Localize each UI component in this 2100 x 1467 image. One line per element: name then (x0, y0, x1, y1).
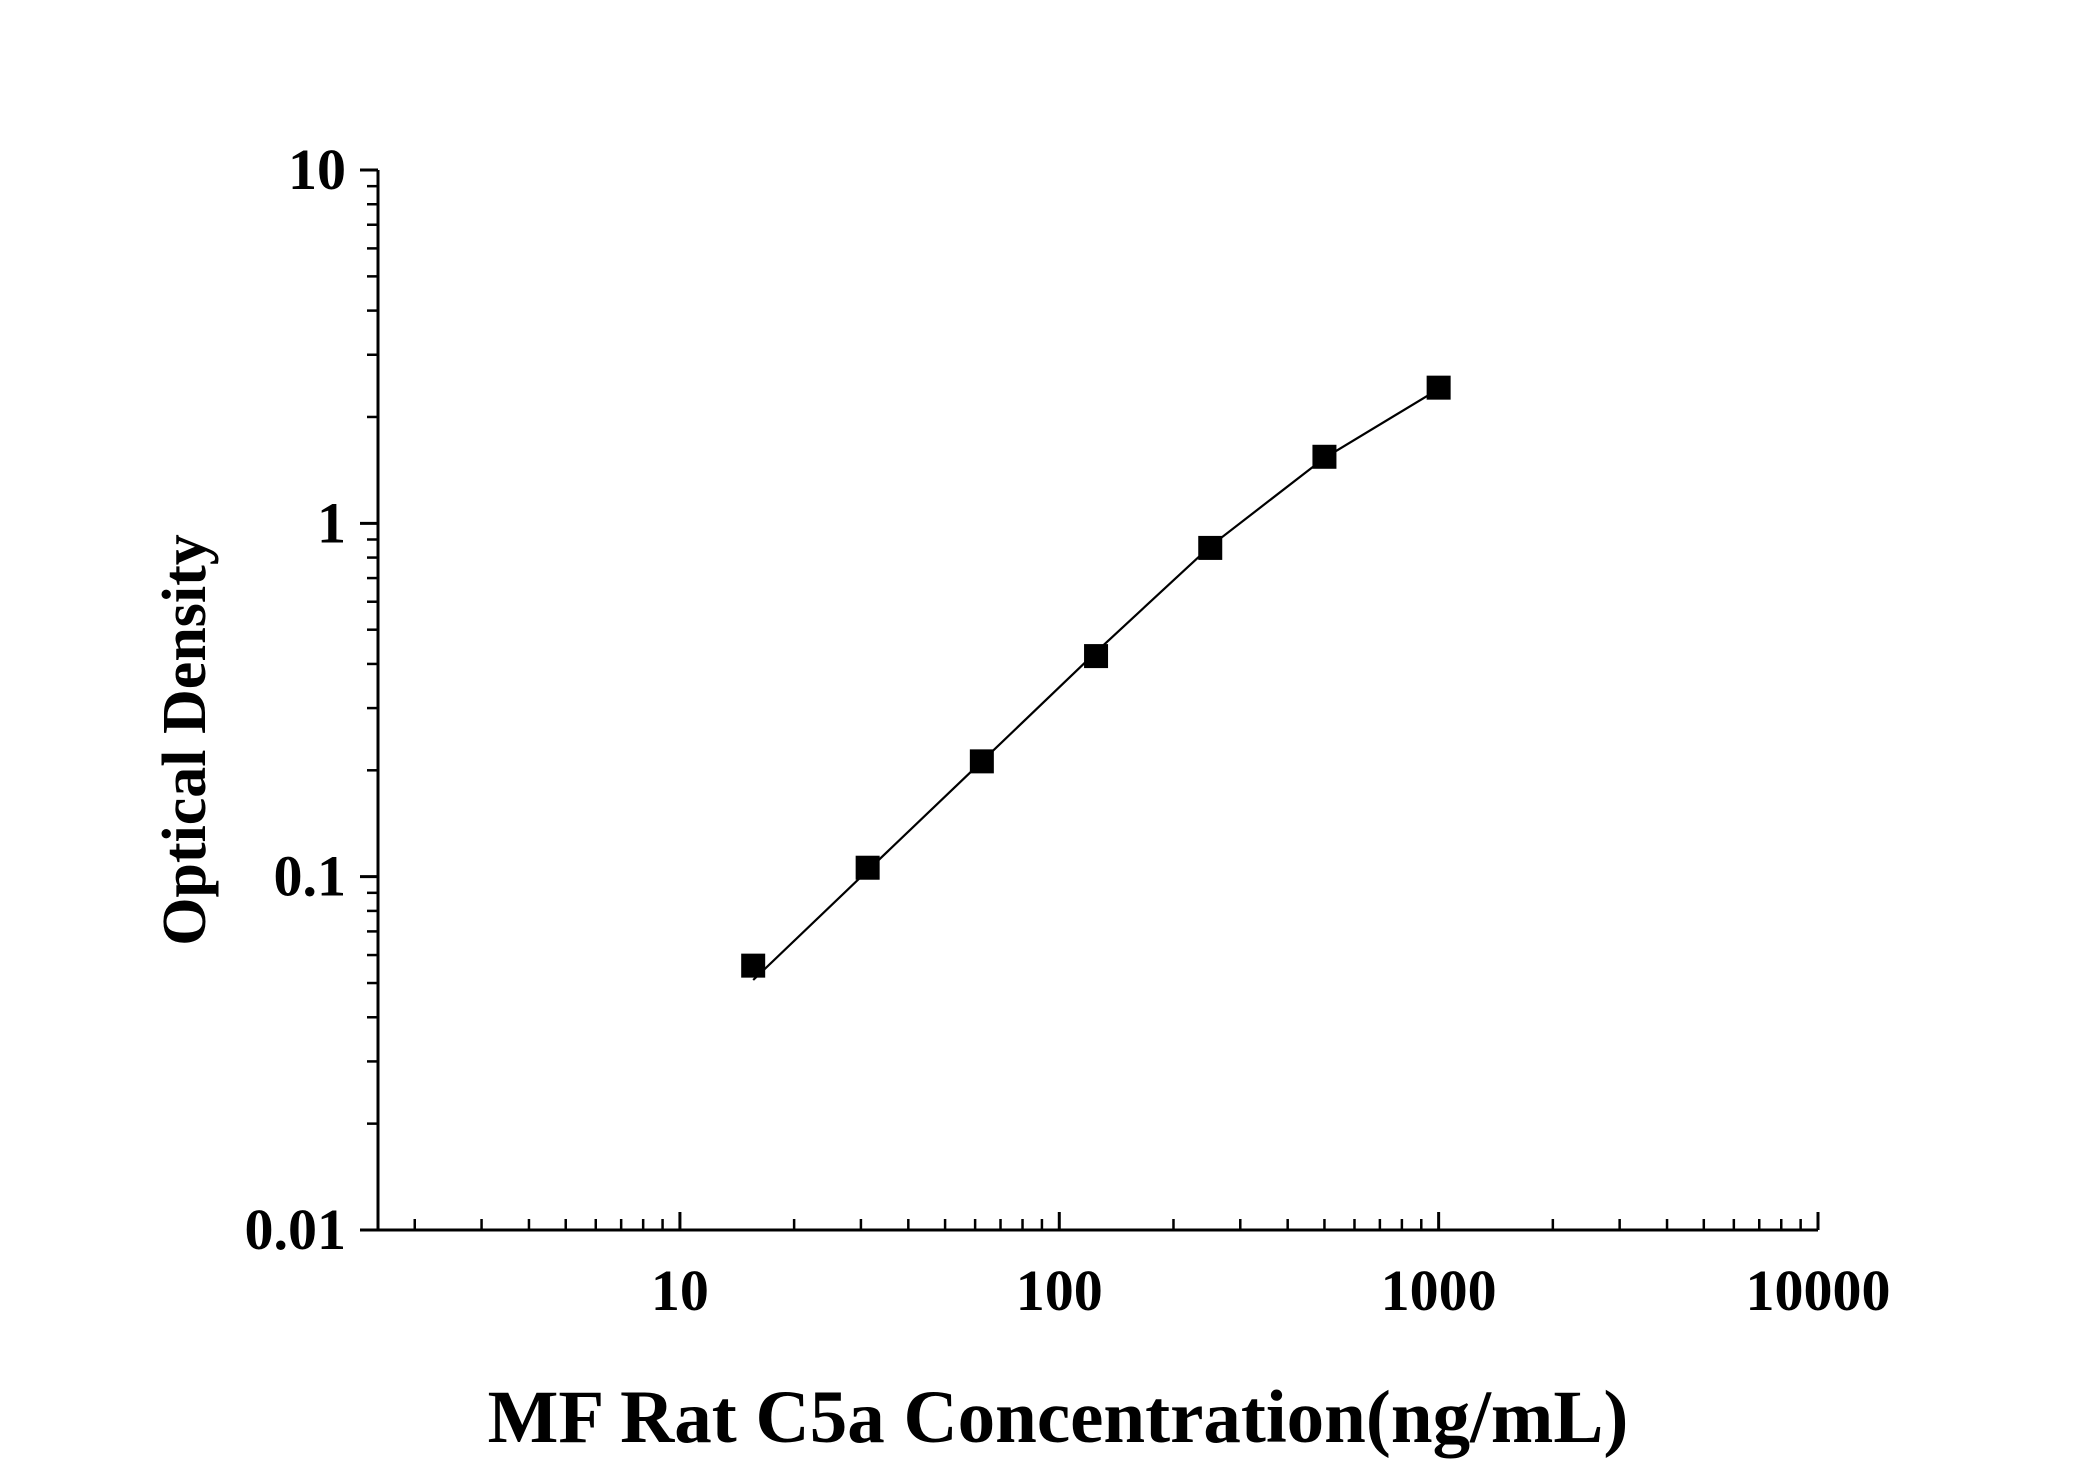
x-axis-title: MF Rat C5a Concentration(ng/mL) (488, 1376, 1629, 1459)
x-tick-label: 100 (1016, 1258, 1103, 1323)
y-axis-tick-labels: 0.01 0.1 1 10 (245, 137, 347, 1262)
data-point-marker (1084, 644, 1109, 669)
data-point-marker (741, 953, 766, 978)
x-axis-ticks (413, 1212, 1820, 1230)
data-point-marker (1312, 444, 1337, 469)
data-points (741, 375, 1451, 978)
fit-curve (752, 388, 1440, 981)
data-point-marker (855, 855, 880, 880)
x-tick-label: 1000 (1381, 1258, 1497, 1323)
axes (376, 170, 1818, 1232)
data-point-marker (969, 749, 994, 774)
x-axis-tick-labels: 10 100 1000 10000 (651, 1258, 1891, 1323)
y-tick-label: 1 (317, 490, 346, 555)
x-tick-label: 10000 (1746, 1258, 1891, 1323)
x-tick-label: 10 (651, 1258, 709, 1323)
data-point-marker (1198, 535, 1223, 560)
y-axis-ticks (360, 168, 378, 1232)
y-axis-title: Optical Density (151, 534, 219, 946)
y-tick-label: 0.01 (245, 1197, 347, 1262)
y-tick-label: 0.1 (274, 844, 347, 909)
fit-line (752, 388, 1440, 981)
y-tick-label: 10 (288, 137, 346, 202)
data-point-marker (1426, 375, 1451, 400)
